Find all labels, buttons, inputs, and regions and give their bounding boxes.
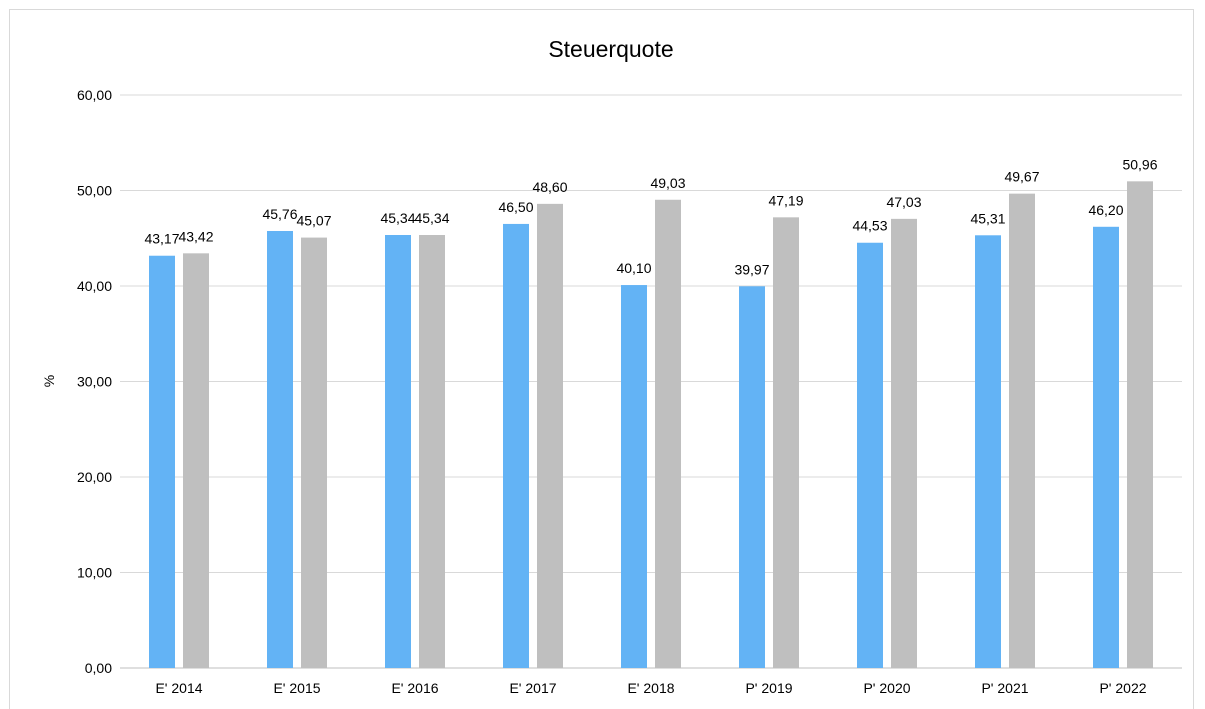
bars <box>149 181 1153 669</box>
data-label: 49,67 <box>1004 169 1039 185</box>
data-label: 45,34 <box>414 210 449 226</box>
data-label: 45,07 <box>296 213 331 229</box>
data-label: 47,19 <box>768 192 803 208</box>
data-label: 43,17 <box>144 231 179 247</box>
y-tick-label: 30,00 <box>77 374 112 390</box>
data-label: 45,76 <box>262 206 297 222</box>
data-label: 47,03 <box>886 194 921 210</box>
data-label: 46,20 <box>1088 202 1123 218</box>
bar <box>385 235 411 669</box>
x-tick-label: E' 2018 <box>627 680 674 696</box>
chart-title: Steuerquote <box>548 36 673 62</box>
bar <box>1127 181 1153 668</box>
x-tick-label: P' 2019 <box>745 680 792 696</box>
bar <box>621 285 647 668</box>
bar <box>1009 193 1035 669</box>
bar <box>503 223 529 669</box>
bar <box>891 218 917 668</box>
y-tick-label: 60,00 <box>77 87 112 103</box>
bar <box>655 199 681 669</box>
y-tick-label: 10,00 <box>77 565 112 581</box>
bar <box>419 235 445 669</box>
bar <box>739 286 765 668</box>
data-label: 45,31 <box>970 210 1005 226</box>
y-tick-label: 40,00 <box>77 278 112 294</box>
x-axis-ticks: E' 2014 E' 2015 E' 2016 E' 2017 E' 2018 P' 20… <box>155 680 1146 696</box>
y-tick-label: 0,00 <box>85 660 112 676</box>
bar <box>149 255 175 668</box>
data-label: 48,60 <box>532 179 567 195</box>
data-label: 50,96 <box>1122 156 1157 172</box>
y-axis-label: % <box>41 375 57 387</box>
data-label: 49,03 <box>650 175 685 191</box>
x-tick-label: P' 2021 <box>981 680 1028 696</box>
data-label: 40,10 <box>616 260 651 276</box>
bar <box>1093 226 1119 669</box>
data-label: 46,50 <box>498 199 533 215</box>
bar <box>183 253 209 669</box>
data-label: 44,53 <box>852 218 887 234</box>
x-tick-label: P' 2020 <box>863 680 910 696</box>
y-tick-label: 50,00 <box>77 183 112 199</box>
x-tick-label: E' 2016 <box>391 680 438 696</box>
data-label: 43,42 <box>178 228 213 244</box>
bar <box>773 217 799 668</box>
gridlines <box>120 94 1182 669</box>
x-tick-label: E' 2015 <box>273 680 320 696</box>
bar <box>857 242 883 668</box>
x-tick-label: E' 2014 <box>155 680 202 696</box>
bar <box>267 230 293 668</box>
data-label: 39,97 <box>734 261 769 277</box>
y-tick-label: 20,00 <box>77 469 112 485</box>
bar <box>301 237 327 669</box>
x-tick-label: P' 2022 <box>1099 680 1146 696</box>
bar <box>975 235 1001 669</box>
chart-frame <box>9 9 1194 709</box>
data-label: 45,34 <box>380 210 415 226</box>
bar <box>537 203 563 668</box>
x-tick-label: E' 2017 <box>509 680 556 696</box>
y-axis-ticks: 0,00 10,00 20,00 30,00 40,00 50,00 60,00 <box>77 87 112 676</box>
